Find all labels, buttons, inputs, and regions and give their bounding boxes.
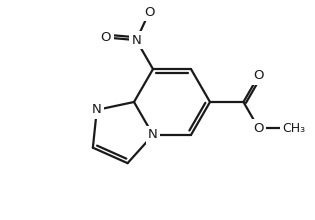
Text: N: N [131, 34, 141, 47]
Text: O: O [253, 122, 264, 135]
Text: O: O [144, 6, 154, 19]
Text: N: N [131, 34, 141, 47]
Text: O: O [253, 69, 264, 82]
Text: O: O [253, 69, 264, 82]
Text: O: O [253, 122, 264, 135]
Text: CH₃: CH₃ [282, 122, 305, 135]
Text: N: N [92, 103, 102, 116]
Text: O: O [144, 6, 154, 19]
Text: N: N [92, 103, 102, 116]
Text: O: O [101, 31, 111, 44]
Text: N: N [148, 128, 158, 141]
Text: O: O [101, 31, 111, 44]
Text: N: N [148, 128, 158, 141]
Text: CH₃: CH₃ [282, 122, 305, 135]
